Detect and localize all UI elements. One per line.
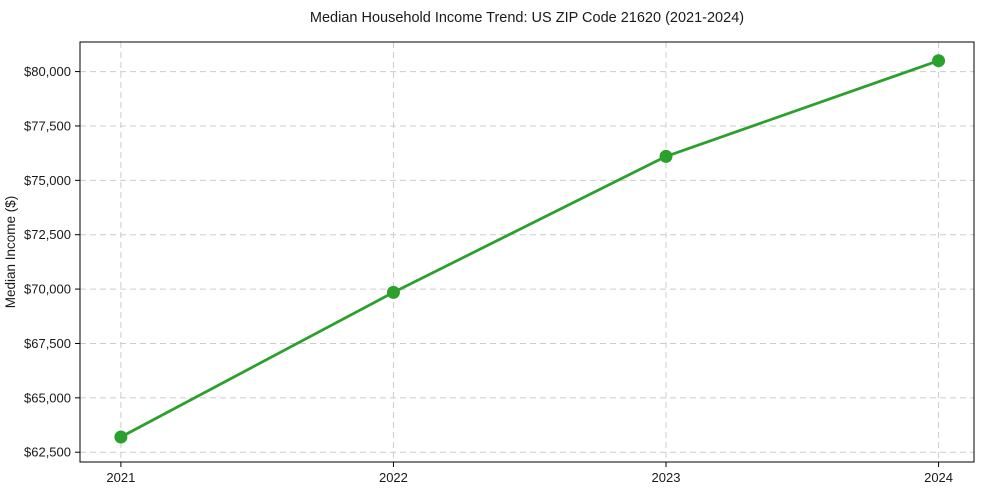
data-point-2023 (659, 149, 673, 163)
x-tick-label: 2022 (379, 470, 408, 485)
tick-layer: $62,500 $65,000 $67,500 $70,000 $72,500 $75,0… (24, 64, 953, 485)
grid-layer (80, 42, 974, 462)
y-tick-label: $65,000 (24, 390, 71, 405)
y-tick-label: $75,000 (24, 173, 71, 188)
x-tick-label: 2023 (652, 470, 681, 485)
y-axis-label: Median Income ($) (3, 196, 18, 309)
income-trend-line (119, 59, 940, 439)
y-tick-label: $62,500 (24, 445, 71, 460)
y-tick-label: $67,500 (24, 336, 71, 351)
chart-title: Median Household Income Trend: US ZIP Co… (310, 10, 744, 26)
data-point-2024 (932, 54, 946, 68)
y-tick-label: $77,500 (24, 118, 71, 133)
y-tick-label: $70,000 (24, 282, 71, 297)
x-tick-label: 2024 (924, 470, 953, 485)
series-layer (114, 54, 946, 444)
data-point-2022 (386, 285, 400, 299)
x-tick-label: 2021 (106, 470, 135, 485)
data-point-2021 (114, 430, 128, 444)
y-tick-label: $72,500 (24, 227, 71, 242)
plot-border (79, 41, 975, 463)
y-tick-label: $80,000 (24, 64, 71, 79)
